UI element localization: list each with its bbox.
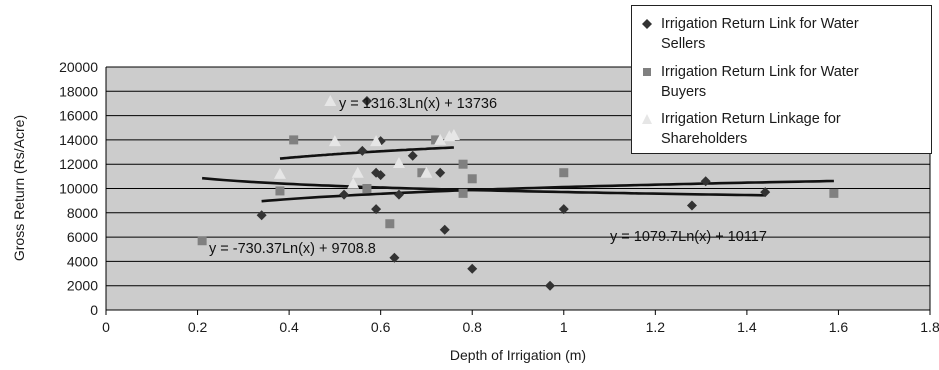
y-tick-label: 12000 — [59, 156, 98, 172]
y-tick-label: 6000 — [67, 229, 98, 245]
point-triangle — [351, 166, 364, 178]
legend-marker-square — [641, 62, 653, 82]
legend: Irrigation Return Link for Water Sellers… — [631, 5, 932, 154]
legend-label-shareholders: Irrigation Return Linkage for Shareholde… — [661, 111, 841, 147]
y-tick-label: 20000 — [59, 59, 98, 75]
point-square — [559, 168, 569, 178]
y-tick-label: 16000 — [59, 108, 98, 124]
point-diamond — [375, 170, 386, 181]
x-tick-label: 1.2 — [646, 319, 666, 335]
point-diamond — [760, 187, 771, 198]
y-tick-label: 18000 — [59, 83, 98, 99]
point-square — [385, 219, 395, 229]
data-points — [197, 95, 839, 291]
trendline-equation-shareholders: y = 1316.3Ln(x) + 13736 — [339, 96, 497, 112]
point-square — [431, 135, 441, 145]
point-square — [362, 184, 372, 193]
point-diamond — [393, 189, 404, 200]
point-triangle — [447, 129, 460, 141]
point-triangle — [434, 133, 447, 145]
y-axis-title: Gross Return (Rs/Acre) — [11, 115, 27, 261]
point-diamond — [256, 210, 267, 221]
trendlines — [201, 146, 834, 203]
point-diamond — [435, 167, 446, 178]
y-tick-labels: 0 2000 4000 6000 8000 10000 12000 14000 16000 180… — [59, 59, 98, 318]
x-tick-label: 0.2 — [188, 319, 208, 335]
point-square — [467, 174, 477, 184]
x-tick-label: 1 — [560, 319, 568, 335]
point-square — [197, 236, 207, 246]
legend-item-sellers: Irrigation Return Link for Water Sellers — [641, 14, 891, 54]
point-diamond — [357, 145, 368, 156]
point-diamond — [339, 189, 350, 200]
x-tick-labels: 0 0.2 0.4 0.6 0.8 1 1.2 1.4 1.6 1.8 — [102, 319, 939, 335]
legend-item-buyers: Irrigation Return Link for Water Buyers — [641, 62, 891, 102]
point-diamond — [545, 280, 556, 291]
x-tick-label: 0.6 — [371, 319, 391, 335]
point-diamond — [361, 96, 372, 107]
y-tick-label: 10000 — [59, 181, 98, 197]
trendline-0 — [261, 179, 834, 203]
trendline-equation-sellers: y = 1079.7Ln(x) + 10117 — [610, 229, 767, 245]
y-tick-label: 4000 — [67, 253, 98, 269]
point-diamond — [700, 176, 711, 187]
point-square — [458, 188, 468, 198]
point-diamond — [558, 204, 569, 215]
point-diamond — [389, 252, 400, 263]
x-tick-label: 1.6 — [829, 319, 849, 335]
x-tick-label: 0 — [102, 319, 110, 335]
y-tick-label: 0 — [90, 302, 98, 318]
trendline-equation-buyers: y = -730.37Ln(x) + 9708.8 — [209, 241, 376, 257]
x-tick-label: 1.8 — [920, 319, 939, 335]
point-diamond — [686, 200, 697, 211]
legend-marker-diamond — [641, 14, 653, 34]
point-triangle — [273, 167, 286, 179]
legend-label-sellers: Irrigation Return Link for Water Sellers — [661, 16, 859, 52]
point-diamond — [407, 150, 418, 161]
trendline-1 — [201, 176, 766, 197]
point-square — [417, 168, 427, 178]
point-square — [289, 135, 299, 145]
point-triangle — [347, 177, 360, 189]
x-tick-label: 0.8 — [462, 319, 482, 335]
point-square — [829, 188, 839, 198]
point-diamond — [439, 224, 450, 235]
point-diamond — [371, 204, 382, 215]
point-square — [275, 186, 285, 196]
legend-label-buyers: Irrigation Return Link for Water Buyers — [661, 64, 859, 100]
legend-item-shareholders: Irrigation Return Linkage for Shareholde… — [641, 109, 891, 149]
point-triangle — [328, 135, 341, 147]
point-diamond — [467, 263, 478, 274]
x-axis-title: Depth of Irrigation (m) — [450, 347, 586, 363]
trendline-2 — [279, 146, 454, 160]
y-tick-label: 2000 — [67, 278, 98, 294]
y-tick-label: 14000 — [59, 132, 98, 148]
point-triangle — [392, 156, 405, 168]
point-triangle — [370, 135, 383, 147]
x-tick-label: 1.4 — [737, 319, 757, 335]
point-square — [458, 159, 468, 169]
point-triangle — [420, 166, 433, 178]
y-tick-label: 8000 — [67, 205, 98, 221]
x-tick-label: 0.4 — [279, 319, 299, 335]
legend-marker-triangle — [641, 109, 653, 129]
point-triangle — [324, 95, 337, 107]
